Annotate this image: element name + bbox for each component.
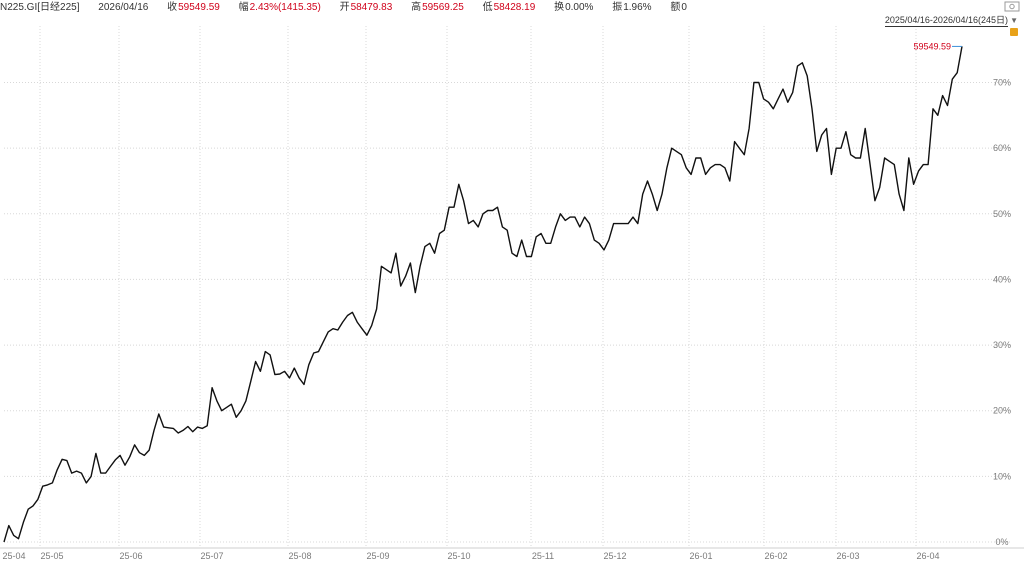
close-value: 59549.59 bbox=[178, 2, 220, 13]
date-range-selector[interactable]: 2025/04/16-2026/04/16(245日) bbox=[884, 15, 1008, 27]
y-tick-label: 40% bbox=[993, 274, 1011, 284]
series-line bbox=[3, 46, 963, 543]
change-label: 幅 bbox=[238, 2, 249, 13]
y-tick-label: 30% bbox=[993, 340, 1011, 350]
amount-label: 额 bbox=[670, 2, 681, 13]
amplitude-label: 振 bbox=[612, 2, 623, 13]
quote-header: N225.GI[日经225] 2026/04/16 收59549.59 幅2.4… bbox=[0, 0, 1024, 16]
triangle-down-icon[interactable]: ▼ bbox=[1010, 16, 1018, 25]
x-tick-label: 26-02 bbox=[764, 551, 787, 561]
turnover-label: 换 bbox=[554, 2, 565, 13]
x-tick-label: 25-06 bbox=[119, 551, 142, 561]
screenshot-icon[interactable] bbox=[1004, 1, 1020, 12]
x-tick-label: 26-04 bbox=[916, 551, 939, 561]
y-tick-label: 10% bbox=[993, 471, 1011, 481]
y-tick-label: 50% bbox=[993, 209, 1011, 219]
open-label: 开 bbox=[339, 2, 350, 13]
symbol-name[interactable]: N225.GI[日经225] bbox=[0, 2, 80, 13]
amount-value: 0 bbox=[681, 2, 687, 13]
x-tick-label: 25-08 bbox=[288, 551, 311, 561]
y-tick-label: 20% bbox=[993, 406, 1011, 416]
x-tick-label: 25-11 bbox=[532, 551, 554, 561]
close-label: 收 bbox=[167, 2, 178, 13]
low-value: 58428.19 bbox=[493, 2, 536, 13]
y-tick-label: 60% bbox=[993, 143, 1011, 153]
high-value: 59569.25 bbox=[422, 2, 464, 13]
y-tick-label: 70% bbox=[993, 78, 1011, 88]
x-tick-label: 25-12 bbox=[603, 551, 626, 561]
change-value: 2.43%(1415.35) bbox=[249, 2, 321, 13]
x-tick-label: 25-04 bbox=[2, 551, 25, 561]
amplitude-value: 1.96% bbox=[623, 2, 652, 13]
low-label: 低 bbox=[482, 2, 493, 13]
x-tick-label: 25-09 bbox=[366, 551, 389, 561]
open-value: 58479.83 bbox=[350, 2, 393, 13]
x-tick-label: 25-07 bbox=[200, 551, 223, 561]
x-tick-label: 25-05 bbox=[40, 551, 63, 561]
turnover-value: 0.00% bbox=[565, 2, 594, 13]
lock-icon[interactable] bbox=[1010, 28, 1018, 36]
x-tick-label: 26-03 bbox=[836, 551, 859, 561]
high-label: 高 bbox=[411, 2, 422, 13]
y-tick-label: 0% bbox=[995, 537, 1008, 547]
quote-date: 2026/04/16 bbox=[98, 2, 149, 13]
x-tick-label: 25-10 bbox=[447, 551, 470, 561]
last-value-label: 59549.59 bbox=[913, 41, 951, 51]
x-tick-label: 26-01 bbox=[689, 551, 712, 561]
